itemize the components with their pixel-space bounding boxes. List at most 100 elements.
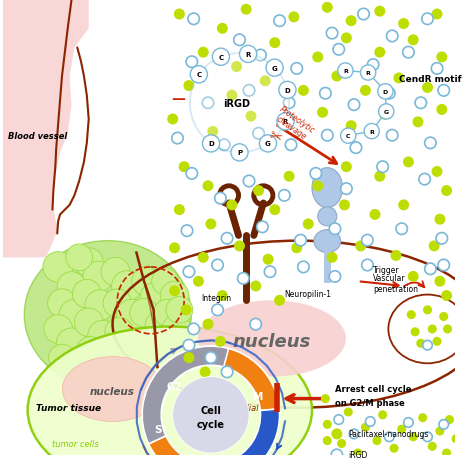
Circle shape xyxy=(160,282,189,310)
Circle shape xyxy=(375,7,384,17)
Circle shape xyxy=(218,382,227,391)
Circle shape xyxy=(188,14,200,25)
Circle shape xyxy=(329,271,341,283)
Circle shape xyxy=(356,242,365,251)
Circle shape xyxy=(431,64,443,75)
Text: Neuropilin-1: Neuropilin-1 xyxy=(284,289,331,298)
Circle shape xyxy=(119,328,150,359)
Ellipse shape xyxy=(314,230,341,253)
Circle shape xyxy=(130,299,158,327)
Circle shape xyxy=(239,46,257,63)
Text: C: C xyxy=(346,134,350,139)
Circle shape xyxy=(137,354,164,381)
Circle shape xyxy=(295,235,306,247)
Circle shape xyxy=(241,5,251,15)
Circle shape xyxy=(404,158,413,168)
Text: R: R xyxy=(343,69,348,74)
Circle shape xyxy=(140,283,171,313)
Circle shape xyxy=(409,272,418,282)
Circle shape xyxy=(184,82,194,91)
Circle shape xyxy=(440,313,447,321)
Circle shape xyxy=(168,115,177,125)
Ellipse shape xyxy=(318,208,337,227)
Text: Proteolytic
cleavage: Proteolytic cleavage xyxy=(272,104,316,144)
Circle shape xyxy=(428,443,436,450)
Circle shape xyxy=(154,364,180,390)
Circle shape xyxy=(329,224,341,235)
Circle shape xyxy=(174,10,184,20)
Circle shape xyxy=(439,420,448,429)
Ellipse shape xyxy=(388,295,466,364)
Circle shape xyxy=(254,187,264,196)
Circle shape xyxy=(148,338,178,368)
Text: M: M xyxy=(254,391,264,401)
Circle shape xyxy=(183,267,195,278)
Circle shape xyxy=(375,48,384,58)
Circle shape xyxy=(279,82,296,99)
Circle shape xyxy=(386,130,398,142)
Circle shape xyxy=(438,260,449,271)
Circle shape xyxy=(361,87,370,96)
Circle shape xyxy=(422,14,433,25)
Circle shape xyxy=(132,268,160,296)
Text: C: C xyxy=(219,55,223,60)
Circle shape xyxy=(232,62,241,72)
Ellipse shape xyxy=(27,327,312,476)
Circle shape xyxy=(452,435,460,443)
Circle shape xyxy=(274,16,285,27)
Text: Cell: Cell xyxy=(201,405,221,415)
Circle shape xyxy=(408,311,415,319)
Polygon shape xyxy=(3,0,89,258)
Circle shape xyxy=(179,163,189,172)
Circle shape xyxy=(350,143,362,154)
Circle shape xyxy=(221,367,233,378)
Text: R: R xyxy=(365,71,371,76)
Circle shape xyxy=(253,129,264,140)
Circle shape xyxy=(346,122,356,131)
Circle shape xyxy=(49,345,75,371)
Circle shape xyxy=(264,267,276,278)
Circle shape xyxy=(428,326,436,333)
Circle shape xyxy=(331,449,343,461)
Circle shape xyxy=(256,222,268,233)
Circle shape xyxy=(124,353,153,382)
Circle shape xyxy=(358,9,369,20)
Circle shape xyxy=(212,305,223,316)
Circle shape xyxy=(205,352,217,364)
Circle shape xyxy=(313,53,322,62)
Circle shape xyxy=(378,85,393,100)
Circle shape xyxy=(231,145,248,162)
Circle shape xyxy=(184,353,194,363)
Circle shape xyxy=(88,321,118,351)
Circle shape xyxy=(83,262,113,292)
Text: Trigger: Trigger xyxy=(373,265,400,274)
Circle shape xyxy=(411,328,419,336)
Circle shape xyxy=(444,326,451,333)
Text: G1: G1 xyxy=(208,469,224,476)
Circle shape xyxy=(218,291,227,301)
Circle shape xyxy=(390,445,398,452)
Circle shape xyxy=(101,258,130,287)
Circle shape xyxy=(174,206,184,215)
Circle shape xyxy=(443,449,450,457)
Circle shape xyxy=(190,54,289,153)
Circle shape xyxy=(215,193,226,205)
Text: on G2/M phase: on G2/M phase xyxy=(335,398,405,407)
Circle shape xyxy=(391,251,401,261)
Wedge shape xyxy=(148,436,234,476)
Circle shape xyxy=(377,162,388,173)
Circle shape xyxy=(284,172,294,182)
Circle shape xyxy=(76,337,105,366)
Circle shape xyxy=(373,437,381,445)
Circle shape xyxy=(349,429,359,439)
Circle shape xyxy=(154,300,180,327)
Circle shape xyxy=(292,244,301,253)
Text: Paclitaxel-nanodrugs: Paclitaxel-nanodrugs xyxy=(348,429,428,438)
Circle shape xyxy=(370,210,380,220)
Circle shape xyxy=(85,361,111,387)
Circle shape xyxy=(74,248,103,277)
Circle shape xyxy=(74,308,103,337)
Circle shape xyxy=(403,47,414,59)
Text: R: R xyxy=(283,119,288,125)
Circle shape xyxy=(386,31,398,42)
